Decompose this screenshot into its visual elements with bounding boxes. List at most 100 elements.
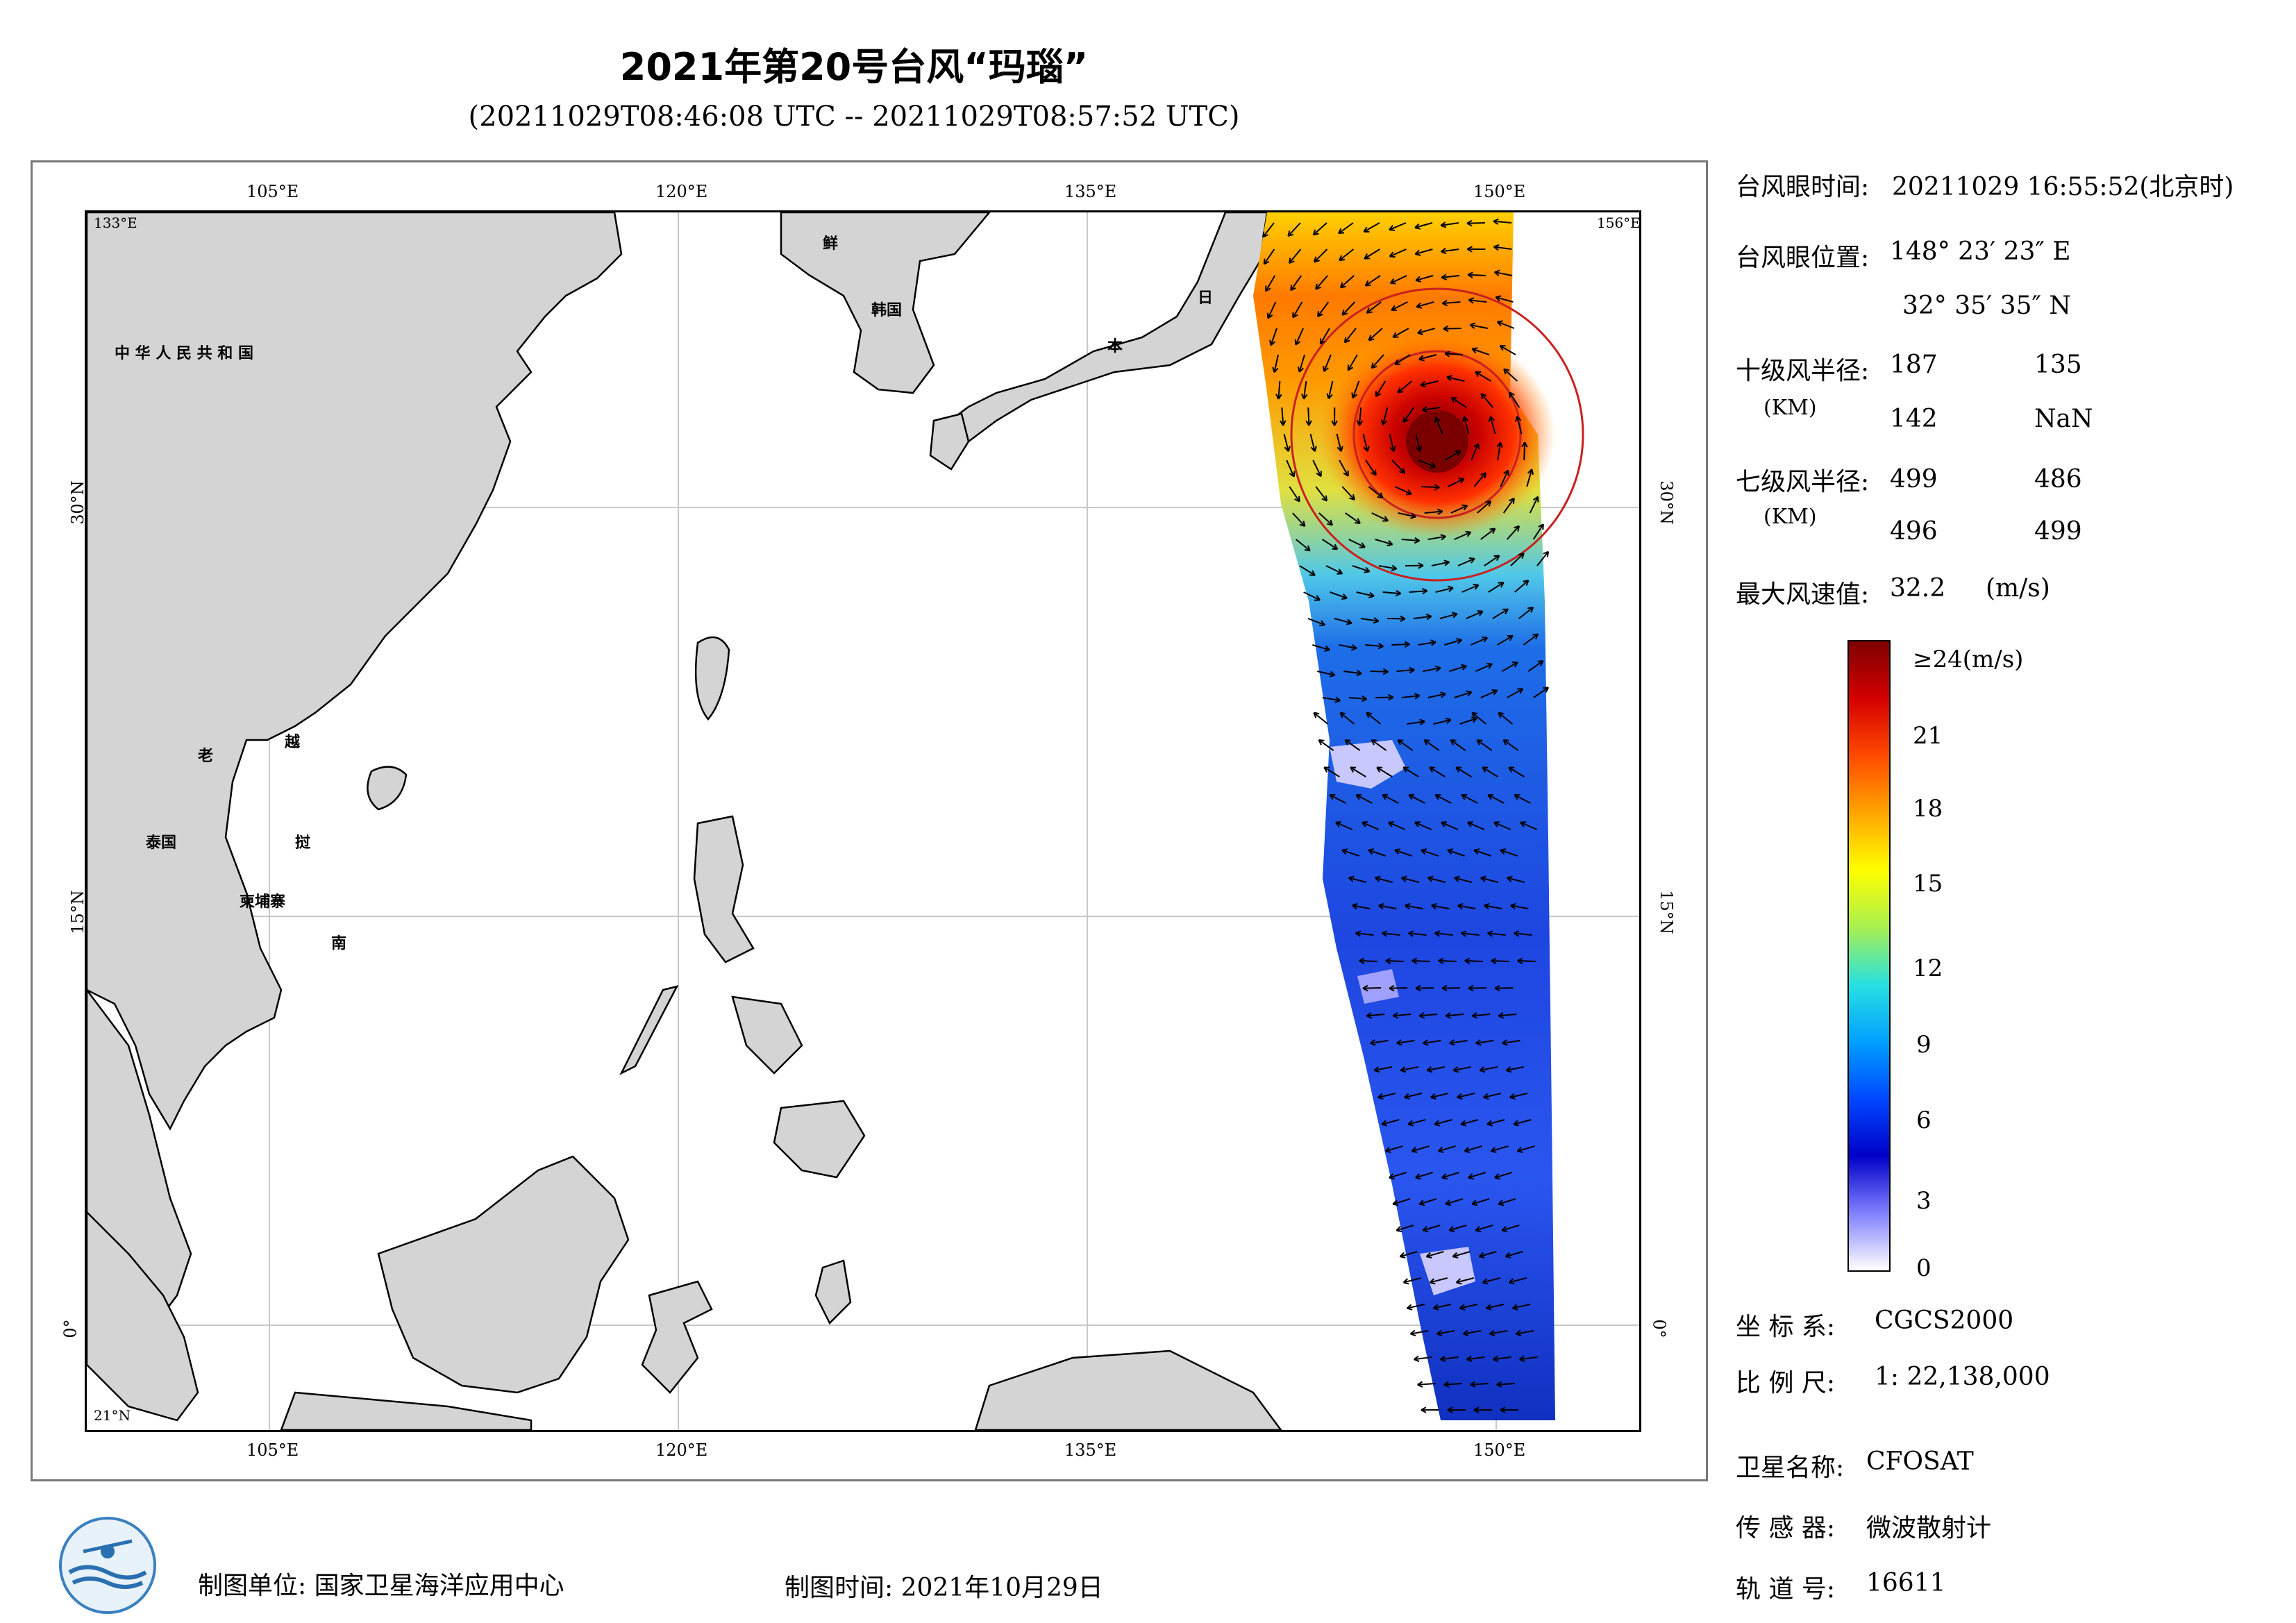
wind-arrow-head (1510, 902, 1516, 907)
wind-arrow-head (1450, 739, 1457, 741)
wind-arrow (1302, 380, 1307, 399)
wind-arrow-head (1435, 417, 1441, 421)
land-asia (87, 212, 623, 1131)
wind-arrow-head (1417, 1384, 1423, 1388)
wind-arrow-head (1480, 472, 1486, 476)
wind-arrow (1262, 222, 1275, 238)
wind-arrow (1495, 296, 1514, 303)
wind-arrow (1382, 932, 1400, 936)
wind-arrow (1315, 486, 1327, 502)
eye-pos-lat: 32° 35′ 35″ N (1902, 292, 2071, 320)
wind-arrow-head (1454, 875, 1460, 879)
wind-arrow-head (1440, 1355, 1446, 1361)
wind-arrow (1533, 687, 1549, 698)
wind-arrow-head (1452, 1256, 1459, 1259)
wind-arrow (1454, 531, 1471, 540)
r10-value-1: 187 (1890, 351, 1938, 379)
wind-arrow (1325, 565, 1343, 575)
wind-arrow-head (1488, 501, 1492, 507)
wind-arrow-head (1419, 1015, 1425, 1019)
wind-arrow-head (1336, 446, 1342, 452)
wind-arrow-head (1323, 367, 1329, 372)
wind-arrow-head (1509, 1281, 1515, 1285)
wind-arrow (1444, 353, 1464, 355)
wind-arrow-head (1440, 1359, 1446, 1363)
wind-arrow-head (1498, 1015, 1505, 1019)
wind-arrow-head (1510, 905, 1516, 910)
wind-arrow (1327, 380, 1334, 399)
wind-arrow-head (1272, 367, 1275, 373)
map-area[interactable]: 中 华 人 民 共 和 国 鲜 韩国 日 本 老 越 泰国 挝 柬埔寨 南 13… (85, 210, 1641, 1432)
wind-arrow-head (1419, 718, 1425, 723)
wind-arrow (1402, 766, 1419, 777)
wind-arrow (1479, 1251, 1497, 1258)
colorbar-label-3: 3 (1916, 1187, 1932, 1215)
wind-arrow-head (1389, 278, 1395, 284)
wind-arrow-head (1467, 274, 1473, 278)
wind-arrow-head (1515, 1329, 1521, 1335)
wind-arrow-head (1534, 634, 1539, 640)
wind-arrow-head (1493, 821, 1500, 823)
wind-arrow-head (1498, 712, 1505, 715)
wind-arrow-head (1452, 613, 1458, 619)
wind-arrow-head (1484, 472, 1487, 479)
wind-arrow-head (1514, 662, 1518, 668)
wind-arrow (1348, 697, 1367, 700)
wind-arrow (1407, 1304, 1425, 1309)
wind-arrow-head (1366, 712, 1370, 718)
wind-arrow-head (1480, 393, 1484, 400)
wind-arrow (1421, 849, 1439, 857)
wind-arrow-head (1335, 821, 1341, 823)
wind-arrow (1450, 505, 1468, 514)
wind-arrow-head (1482, 636, 1488, 639)
wind-arrow (1517, 1145, 1535, 1152)
wind-arrow (1526, 469, 1533, 487)
wind-arrow-head (1287, 446, 1291, 452)
wind-arrow-head (1343, 472, 1349, 477)
wind-arrow-head (1407, 1307, 1413, 1311)
land-borneo (377, 1155, 630, 1394)
r7-label: 七级风半径: (1736, 468, 1870, 496)
wind-arrow-head (1418, 1012, 1425, 1017)
wind-arrow-head (1511, 1304, 1518, 1309)
wind-arrow (1439, 613, 1458, 619)
wind-arrow (1368, 486, 1384, 498)
wind-arrow-head (1482, 766, 1486, 773)
wind-arrow-head (1489, 1333, 1495, 1337)
wind-arrow-head (1507, 877, 1512, 882)
wind-arrow-head (1361, 822, 1366, 827)
wind-arrow (1361, 821, 1380, 830)
wind-arrow (1514, 580, 1530, 593)
wind-arrow (1418, 641, 1436, 646)
wind-arrow-head (1466, 1359, 1473, 1363)
wind-arrow-head (1488, 664, 1493, 669)
wind-arrow-head (1519, 688, 1524, 694)
wind-arrow-head (1475, 1039, 1481, 1044)
wind-arrow-head (1443, 1384, 1450, 1388)
wind-arrow-head (1396, 1226, 1401, 1231)
wind-arrow (1497, 321, 1515, 329)
wind-arrow (1424, 510, 1443, 514)
wind-arrow-head (1371, 362, 1374, 369)
wind-arrow (1267, 301, 1277, 319)
wind-arrow-head (1441, 984, 1448, 989)
wind-arrow-head (1452, 1252, 1457, 1257)
wind-arrow-head (1449, 1039, 1455, 1044)
wind-arrow-head (1364, 571, 1370, 573)
wind-arrow-head (1472, 717, 1477, 723)
wind-arrow (1339, 712, 1355, 725)
wind-arrow-head (1395, 593, 1402, 597)
wind-arrow (1317, 301, 1330, 317)
wind-arrow (1339, 644, 1357, 649)
wind-arrow (1408, 794, 1425, 804)
wind-arrow (1497, 442, 1502, 461)
wind-arrow-head (1371, 739, 1377, 741)
wind-arrow-head (1491, 957, 1497, 961)
wind-arrow-head (1445, 1012, 1451, 1017)
wind-arrow-head (1341, 597, 1348, 600)
wind-arrow (1510, 905, 1529, 909)
wind-arrow (1389, 987, 1408, 989)
wind-arrow-head (1352, 394, 1358, 399)
wind-arrow-head (1403, 1281, 1409, 1285)
wind-arrow-head (1500, 582, 1505, 588)
